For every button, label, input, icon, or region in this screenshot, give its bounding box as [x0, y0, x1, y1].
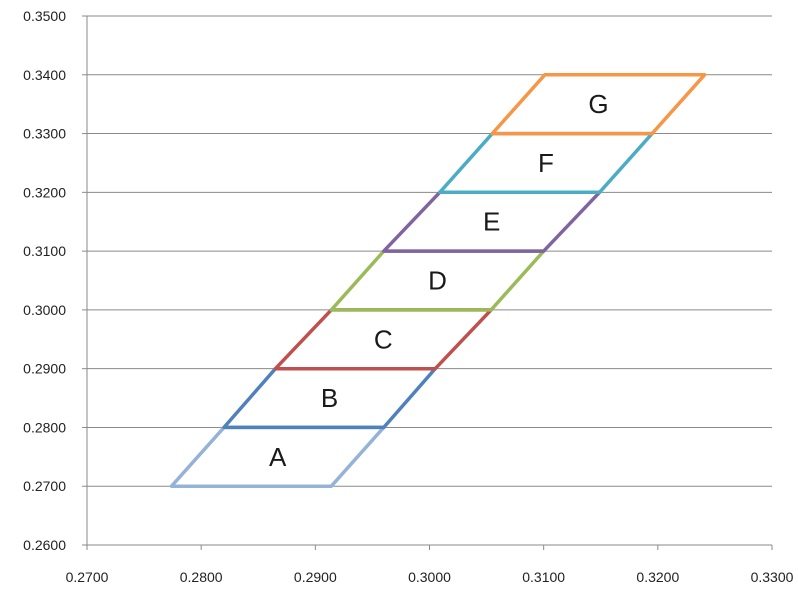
y-tick-label: 0.2900 [23, 361, 66, 377]
label-layer: A B C D E F G [269, 89, 609, 472]
region-g [490, 73, 707, 136]
region-label-f: F [538, 148, 554, 178]
region-layer [169, 73, 707, 488]
x-tick-label: 0.2900 [294, 569, 337, 585]
y-tick-label: 0.2700 [23, 478, 66, 494]
y-tick-label: 0.3000 [23, 302, 66, 318]
y-tick-label: 0.2800 [23, 419, 66, 435]
region-label-d: D [428, 266, 447, 296]
x-tick-label: 0.3300 [751, 569, 794, 585]
region-label-e: E [483, 207, 500, 237]
region-label-b: B [321, 383, 338, 413]
region-label-g: G [588, 89, 608, 119]
x-tick-label: 0.2700 [66, 569, 109, 585]
y-tick-label: 0.2600 [23, 537, 66, 553]
region-label-a: A [269, 442, 287, 472]
y-tick-label: 0.3500 [23, 8, 66, 24]
y-tick-label: 0.3400 [23, 67, 66, 83]
x-tick-label: 0.3100 [522, 569, 565, 585]
region-label-c: C [374, 324, 393, 354]
x-tick-label: 0.3000 [408, 569, 451, 585]
x-tick-label: 0.3200 [636, 569, 679, 585]
y-tick-label: 0.3300 [23, 126, 66, 142]
y-tick-label: 0.3200 [23, 184, 66, 200]
x-tick-label: 0.2800 [180, 569, 223, 585]
axis-layer: 0.26000.27000.28000.29000.30000.31000.32… [23, 8, 793, 585]
y-tick-label: 0.3100 [23, 243, 66, 259]
